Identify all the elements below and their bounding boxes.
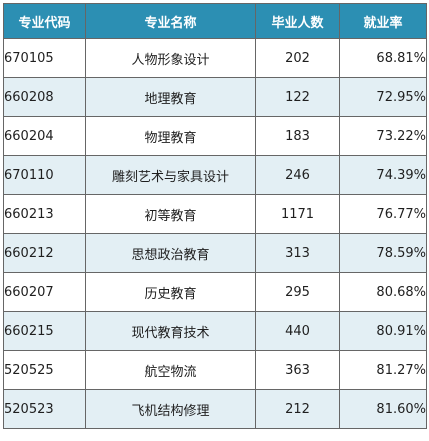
cell-major-name: 初等教育 xyxy=(85,194,256,234)
cell-graduate-count: 212 xyxy=(255,389,340,429)
cell-employment-rate: 81.60% xyxy=(339,389,427,429)
cell-employment-rate: 78.59% xyxy=(339,233,427,273)
cell-employment-rate: 76.77% xyxy=(339,194,427,234)
table-row: 660207 历史教育 295 80.68% xyxy=(3,272,427,312)
cell-major-name: 地理教育 xyxy=(85,77,256,117)
cell-major-name: 飞机结构修理 xyxy=(85,389,256,429)
cell-major-code: 520525 xyxy=(3,350,86,390)
cell-graduate-count: 246 xyxy=(255,155,340,195)
cell-graduate-count: 122 xyxy=(255,77,340,117)
cell-major-name: 人物形象设计 xyxy=(85,38,256,78)
table-body: 670105 人物形象设计 202 68.81% 660208 地理教育 122… xyxy=(3,38,427,429)
table-row: 660215 现代教育技术 440 80.91% xyxy=(3,311,427,351)
header-major-name: 专业名称 xyxy=(85,3,256,39)
cell-employment-rate: 81.27% xyxy=(339,350,427,390)
cell-major-name: 现代教育技术 xyxy=(85,311,256,351)
table-row: 670110 雕刻艺术与家具设计 246 74.39% xyxy=(3,155,427,195)
cell-major-name: 雕刻艺术与家具设计 xyxy=(85,155,256,195)
header-employment-rate: 就业率 xyxy=(339,3,427,39)
cell-major-code: 660207 xyxy=(3,272,86,312)
cell-major-code: 660215 xyxy=(3,311,86,351)
cell-major-code: 660204 xyxy=(3,116,86,156)
cell-employment-rate: 73.22% xyxy=(339,116,427,156)
table-row: 520523 飞机结构修理 212 81.60% xyxy=(3,389,427,429)
cell-employment-rate: 72.95% xyxy=(339,77,427,117)
cell-major-name: 历史教育 xyxy=(85,272,256,312)
cell-graduate-count: 183 xyxy=(255,116,340,156)
cell-employment-rate: 68.81% xyxy=(339,38,427,78)
employment-table-container: 专业代码 专业名称 毕业人数 就业率 670105 人物形象设计 202 68.… xyxy=(3,3,427,429)
cell-graduate-count: 313 xyxy=(255,233,340,273)
table-row: 520525 航空物流 363 81.27% xyxy=(3,350,427,390)
table-row: 670105 人物形象设计 202 68.81% xyxy=(3,38,427,78)
cell-graduate-count: 1171 xyxy=(255,194,340,234)
cell-major-code: 660213 xyxy=(3,194,86,234)
cell-major-code: 520523 xyxy=(3,389,86,429)
cell-major-name: 思想政治教育 xyxy=(85,233,256,273)
cell-graduate-count: 202 xyxy=(255,38,340,78)
employment-rate-table: 专业代码 专业名称 毕业人数 就业率 670105 人物形象设计 202 68.… xyxy=(3,3,427,429)
table-header: 专业代码 专业名称 毕业人数 就业率 xyxy=(3,3,427,39)
cell-major-name: 航空物流 xyxy=(85,350,256,390)
cell-major-code: 660208 xyxy=(3,77,86,117)
cell-major-code: 660212 xyxy=(3,233,86,273)
header-major-code: 专业代码 xyxy=(3,3,86,39)
table-row: 660212 思想政治教育 313 78.59% xyxy=(3,233,427,273)
cell-major-name: 物理教育 xyxy=(85,116,256,156)
cell-graduate-count: 295 xyxy=(255,272,340,312)
table-row: 660204 物理教育 183 73.22% xyxy=(3,116,427,156)
header-row: 专业代码 专业名称 毕业人数 就业率 xyxy=(3,3,427,39)
cell-graduate-count: 440 xyxy=(255,311,340,351)
header-graduate-count: 毕业人数 xyxy=(255,3,340,39)
cell-major-code: 670110 xyxy=(3,155,86,195)
cell-employment-rate: 80.68% xyxy=(339,272,427,312)
cell-major-code: 670105 xyxy=(3,38,86,78)
cell-employment-rate: 80.91% xyxy=(339,311,427,351)
table-row: 660213 初等教育 1171 76.77% xyxy=(3,194,427,234)
table-row: 660208 地理教育 122 72.95% xyxy=(3,77,427,117)
cell-employment-rate: 74.39% xyxy=(339,155,427,195)
cell-graduate-count: 363 xyxy=(255,350,340,390)
